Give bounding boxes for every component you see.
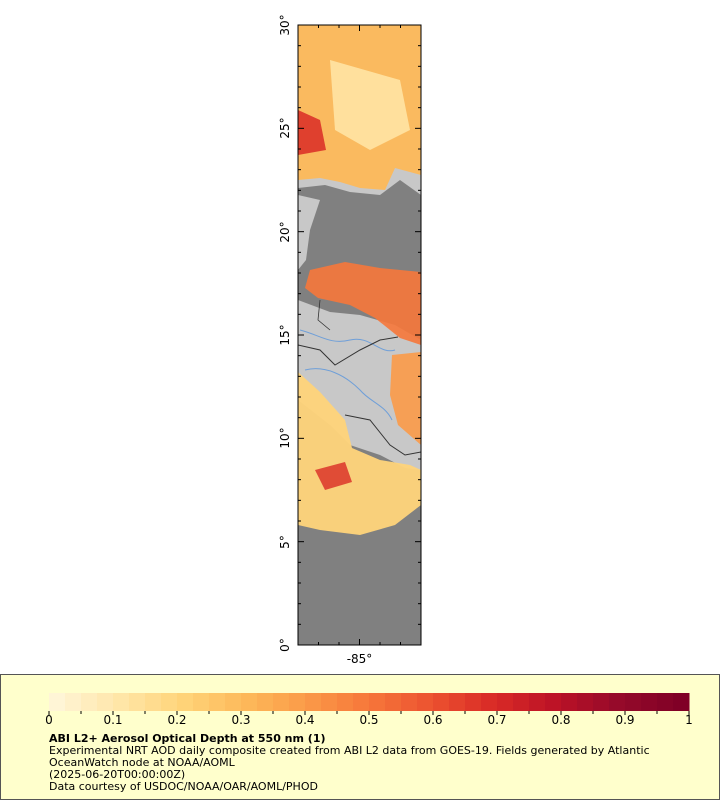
border-line — [317, 299, 331, 331]
y-tick-label: 25° — [278, 117, 292, 139]
y-tick-label: 20° — [278, 221, 292, 243]
colorbar-label: 1 — [685, 713, 693, 727]
colorbar-step — [497, 693, 514, 711]
legend-panel: 0 0.1 0.2 0.3 0.4 0.5 0.6 0.7 0.8 0.9 1 ABI L2+ Ae… — [0, 674, 720, 800]
y-tick-label: 10° — [278, 427, 292, 449]
colorbar-step — [225, 693, 242, 711]
land-central — [298, 300, 421, 470]
legend-text: ABI L2+ Aerosol Optical Depth at 550 nm … — [49, 733, 689, 793]
colorbar-step — [561, 693, 578, 711]
colorbar-step — [49, 693, 66, 711]
axis-ticks — [297, 24, 422, 646]
colorbar-step — [385, 693, 402, 711]
colorbar-step — [657, 693, 674, 711]
colorbar-step — [641, 693, 658, 711]
colorbar-step — [129, 693, 146, 711]
colorbar-label: 0.5 — [359, 713, 379, 727]
colorbar-step — [97, 693, 114, 711]
aod-region-east — [390, 352, 421, 445]
colorbar-step — [209, 693, 226, 711]
land-peninsula — [298, 195, 320, 270]
colorbar-label: 0.7 — [487, 713, 507, 727]
colorbar-step — [449, 693, 466, 711]
colorbar-step — [305, 693, 322, 711]
colorbar-step — [625, 693, 642, 711]
colorbar-label: 0.2 — [167, 713, 187, 727]
colorbar-label: 0.6 — [423, 713, 443, 727]
colorbar-label: 0.9 — [615, 713, 635, 727]
aod-region-south-dark — [315, 462, 352, 490]
colorbar-step — [161, 693, 178, 711]
colorbar-step — [369, 693, 386, 711]
colorbar-label: 0.4 — [295, 713, 315, 727]
river-line — [304, 368, 393, 421]
border-line — [298, 336, 399, 366]
colorbar-step — [193, 693, 210, 711]
aod-region-mid — [305, 262, 421, 345]
colorbar-step — [545, 693, 562, 711]
y-tick-label: 15° — [278, 324, 292, 346]
legend-date: (2025-06-20T00:00:00Z) — [49, 768, 186, 781]
y-tick-label: 5° — [278, 534, 292, 549]
colorbar-step — [145, 693, 162, 711]
colorbar-step — [353, 693, 370, 711]
colorbar-step — [609, 693, 626, 711]
colorbar-step — [289, 693, 306, 711]
x-tick-label: -85° — [346, 652, 373, 666]
colorbar-label: 0.3 — [231, 713, 251, 727]
colorbar-step — [577, 693, 594, 711]
colorbar-step — [433, 693, 450, 711]
colorbar-step — [529, 693, 546, 711]
colorbar-step — [513, 693, 530, 711]
colorbar-step — [401, 693, 418, 711]
colorbar-step — [337, 693, 354, 711]
legend-description: Experimental NRT AOD daily composite cre… — [49, 744, 650, 769]
aod-region-south — [298, 372, 421, 535]
river-line — [299, 329, 396, 352]
colorbar-step — [65, 693, 82, 711]
legend-title: ABI L2+ Aerosol Optical Depth at 550 nm … — [49, 732, 326, 745]
colorbar-step — [417, 693, 434, 711]
colorbar-step — [481, 693, 498, 711]
colorbar-step — [673, 693, 690, 711]
colorbar-label: 0 — [45, 713, 53, 727]
colorbar-step — [81, 693, 98, 711]
legend-credit: Data courtesy of USDOC/NOAA/OAR/AOML/PHO… — [49, 780, 318, 793]
colorbar-step — [465, 693, 482, 711]
colorbar-step — [257, 693, 274, 711]
colorbar-label: 0.1 — [103, 713, 123, 727]
colorbar-step — [113, 693, 130, 711]
colorbar — [48, 693, 690, 715]
aod-region-north-light — [330, 60, 410, 150]
colorbar-step — [241, 693, 258, 711]
colorbar-step — [593, 693, 610, 711]
colorbar-label: 0.8 — [551, 713, 571, 727]
colorbar-step — [321, 693, 338, 711]
y-tick-label: 30° — [278, 14, 292, 36]
border-line — [344, 414, 421, 456]
aod-map — [297, 24, 422, 646]
aod-region-north-dark — [298, 110, 326, 155]
colorbar-step — [177, 693, 194, 711]
y-tick-label: 0° — [278, 638, 292, 652]
colorbar-step — [273, 693, 290, 711]
